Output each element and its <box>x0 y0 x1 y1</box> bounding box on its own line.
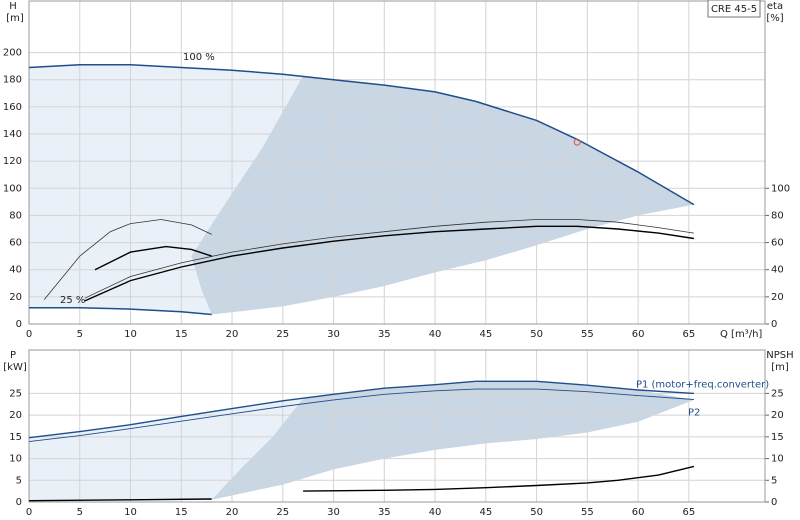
curve <box>28 388 694 443</box>
x-tick-label: 60 <box>632 329 645 340</box>
x-tick-label: 40 <box>429 507 442 518</box>
x-tick-label: 65 <box>682 507 695 518</box>
y2-tick-label: 40 <box>771 265 784 276</box>
x-tick-label: 5 <box>77 329 83 340</box>
y-tick-label: 15 <box>9 432 22 443</box>
y-tick-label: 120 <box>3 156 22 167</box>
x-tick-label: 10 <box>124 329 137 340</box>
x-tick-label: 40 <box>429 329 442 340</box>
x-tick-label: 20 <box>226 329 239 340</box>
x-tick-label: 50 <box>530 329 543 340</box>
annotation: 25 % <box>60 295 85 306</box>
x-tick-label: 35 <box>378 329 391 340</box>
x-tick-label: 0 <box>26 329 32 340</box>
operating-region <box>29 64 304 315</box>
y-axis-label: P <box>10 350 16 361</box>
y2-tick-label: 20 <box>771 292 784 303</box>
x-tick-label: 15 <box>175 507 188 518</box>
y-tick-label: 20 <box>9 410 22 421</box>
y2-tick-label: 15 <box>771 432 784 443</box>
y2-tick-label: 100 <box>771 183 790 194</box>
x-tick-label: 45 <box>479 507 492 518</box>
curve <box>43 219 212 300</box>
x-tick-label: 15 <box>175 329 188 340</box>
x-tick-label: 55 <box>581 329 594 340</box>
operating-region <box>211 381 694 500</box>
x-tick-label: 35 <box>378 507 391 518</box>
duty-point <box>573 138 581 146</box>
plot-frame <box>28 349 766 503</box>
y-tick-label: 10 <box>9 454 22 465</box>
y2-axis-unit: [m] <box>771 362 789 373</box>
y-tick-label: 0 <box>16 497 22 508</box>
y-tick-label: 140 <box>3 129 22 140</box>
curve <box>94 245 212 271</box>
operating-region <box>29 398 304 502</box>
x-tick-label: 65 <box>682 329 695 340</box>
y2-axis-label: NPSH <box>766 350 793 361</box>
curve <box>28 380 694 439</box>
x-tick-label: 10 <box>124 507 137 518</box>
y-tick-label: 180 <box>3 75 22 86</box>
y-tick-label: 160 <box>3 102 22 113</box>
x-tick-label: 30 <box>327 329 340 340</box>
annotation: 100 % <box>183 52 215 63</box>
y-tick-label: 20 <box>9 292 22 303</box>
y2-tick-label: 5 <box>771 475 777 486</box>
y-tick-label: 25 <box>9 388 22 399</box>
x-axis-label: Q [m³/h] <box>720 329 762 340</box>
y-axis-unit: [kW] <box>3 362 27 373</box>
y-axis-unit: [m] <box>6 13 24 24</box>
x-tick-label: 0 <box>26 507 32 518</box>
plot-frame <box>28 0 766 325</box>
x-tick-label: 45 <box>479 329 492 340</box>
series-label: P2 <box>688 408 700 419</box>
y-tick-label: 40 <box>9 265 22 276</box>
y-tick-label: 60 <box>9 238 22 249</box>
y-tick-label: 80 <box>9 210 22 221</box>
curve <box>84 225 695 302</box>
y-tick-label: 0 <box>16 319 22 330</box>
y2-tick-label: 80 <box>771 210 784 221</box>
y2-axis-unit: [%] <box>766 13 783 24</box>
pump-label-box <box>707 0 761 18</box>
curve <box>29 306 212 316</box>
y2-axis-label: eta <box>767 1 783 12</box>
y2-tick-label: 0 <box>771 497 777 508</box>
y-axis-label: H <box>9 1 17 12</box>
x-tick-label: 5 <box>77 507 83 518</box>
x-tick-label: 50 <box>530 507 543 518</box>
y2-tick-label: 0 <box>771 319 777 330</box>
y-tick-label: 200 <box>3 48 22 59</box>
y2-tick-label: 60 <box>771 238 784 249</box>
curve <box>28 64 695 206</box>
y2-tick-label: 25 <box>771 388 784 399</box>
x-tick-label: 30 <box>327 507 340 518</box>
y2-tick-label: 10 <box>771 454 784 465</box>
curve <box>84 219 694 299</box>
curve <box>303 465 695 492</box>
curve <box>28 498 212 502</box>
x-tick-label: 55 <box>581 507 594 518</box>
x-tick-label: 60 <box>632 507 645 518</box>
y2-tick-label: 20 <box>771 410 784 421</box>
series-label: P1 (motor+freq.converter) <box>636 379 769 390</box>
y-tick-label: 5 <box>16 475 22 486</box>
x-tick-label: 25 <box>276 329 289 340</box>
y-tick-label: 100 <box>3 183 22 194</box>
x-tick-label: 25 <box>276 507 289 518</box>
pump-label: CRE 45-5 <box>711 4 757 15</box>
x-tick-label: 20 <box>226 507 239 518</box>
